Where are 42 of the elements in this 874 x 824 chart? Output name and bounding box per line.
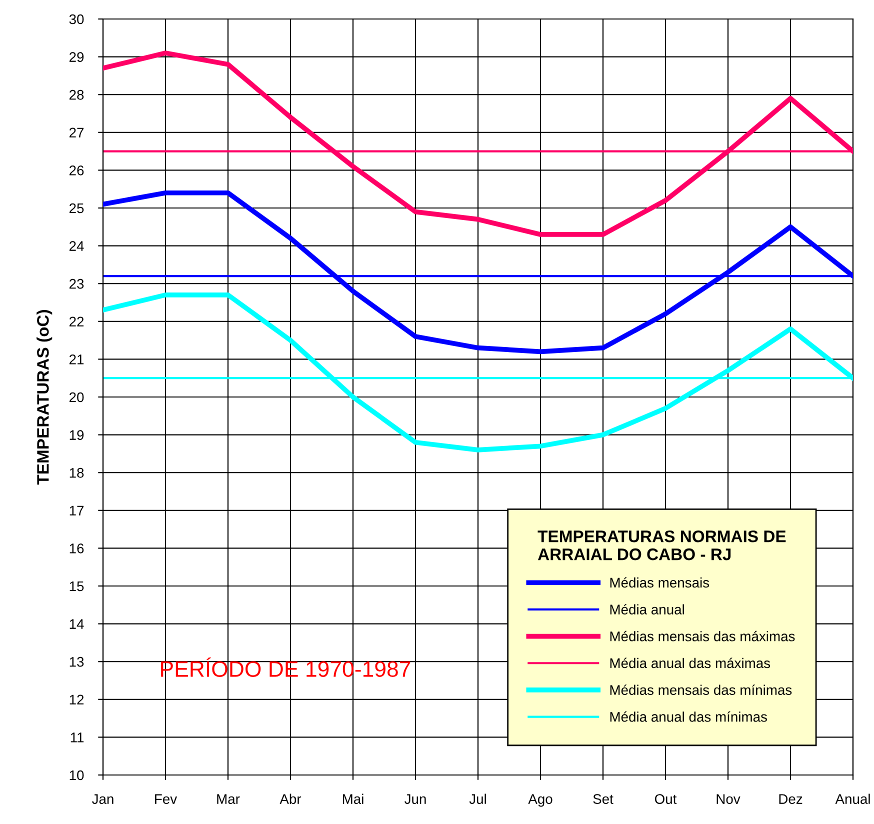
x-tick-label: Jun (404, 794, 426, 804)
x-tick-label: Mar (217, 794, 240, 804)
y-axis-title: TEMPERATURAS (oC) (36, 310, 52, 485)
y-tick-label: 24 (70, 241, 84, 251)
y-tick-label: 11 (70, 732, 84, 742)
y-tick-label: 10 (70, 770, 84, 780)
x-tick-label: Mai (342, 794, 364, 804)
legend-label: Médias mensais das máximas (610, 630, 795, 642)
x-tick-label: Jul (469, 794, 486, 804)
x-tick-label: Anual (835, 794, 870, 804)
legend-label: Médias mensais das mínimas (610, 684, 792, 695)
x-tick-label: Ago (528, 794, 552, 807)
x-tick-label: Jan (92, 794, 114, 804)
y-tick-label: 25 (70, 203, 84, 214)
x-tick-label: Nov (716, 794, 740, 804)
legend-title: TEMPERATURAS NORMAIS DE ARRAIAL DO CABO - RJ (538, 530, 786, 560)
y-tick-label: 23 (70, 278, 84, 289)
x-tick-label: Fev (155, 794, 178, 804)
x-tick-label: Out (654, 794, 677, 804)
y-tick-label: 21 (70, 354, 84, 364)
y-tick-label: 29 (70, 52, 84, 62)
legend-label: Média anual (610, 604, 684, 614)
legend-label: Média anual das máximas (610, 658, 770, 668)
y-tick-label: 13 (70, 656, 84, 667)
legend-label: Médias mensais (610, 577, 710, 588)
legend-label: Média anual das mínimas (610, 711, 767, 722)
y-tick-label: 14 (70, 619, 84, 629)
y-tick-label: 20 (70, 392, 84, 402)
y-tick-label: 12 (70, 694, 84, 704)
y-tick-label: 17 (70, 506, 84, 516)
y-tick-label: 30 (69, 14, 84, 24)
y-tick-label: 28 (70, 90, 84, 100)
x-tick-label: Dez (779, 794, 802, 804)
y-tick-label: 22 (70, 316, 84, 326)
x-tick-label: Abr (280, 794, 302, 804)
y-tick-label: 27 (70, 128, 84, 138)
y-tick-label: 16 (70, 544, 84, 554)
y-tick-label: 26 (70, 166, 84, 176)
y-tick-label: 18 (70, 468, 84, 478)
y-tick-label: 15 (70, 581, 84, 592)
y-tick-label: 19 (70, 430, 84, 440)
x-tick-label: Set (593, 794, 614, 804)
